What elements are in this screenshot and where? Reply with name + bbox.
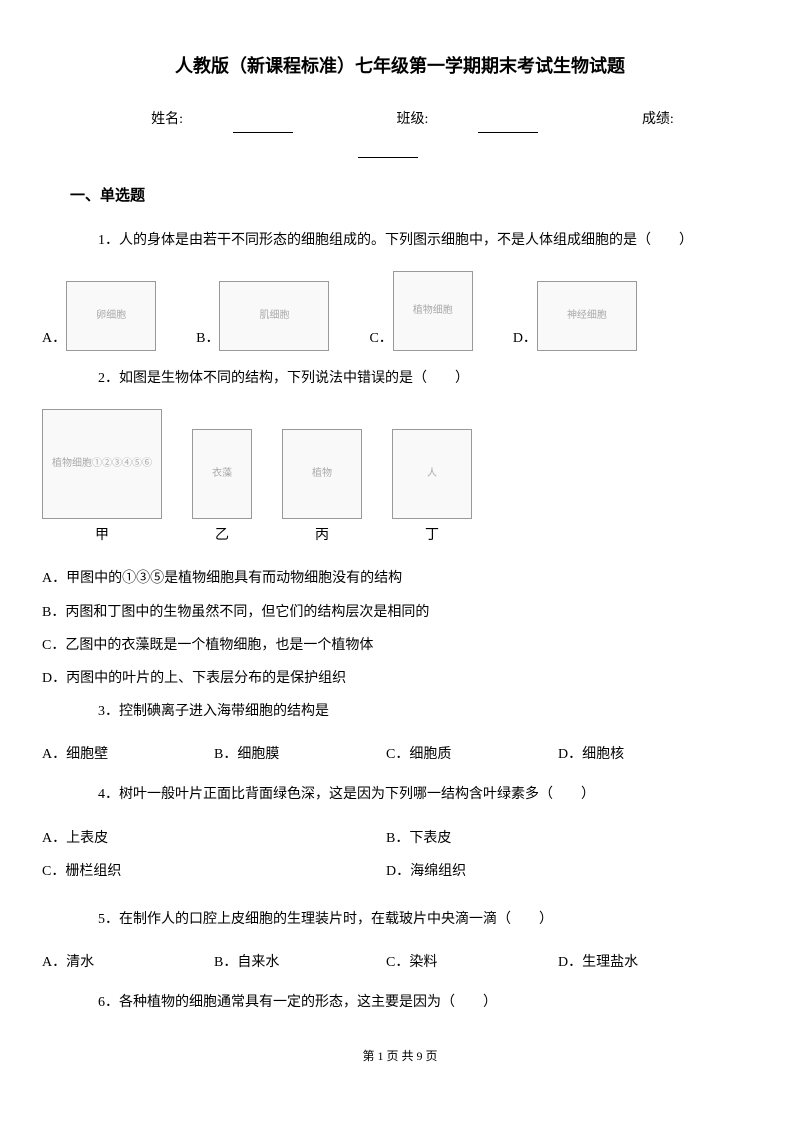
option-c: C．乙图中的衣藻既是一个植物细胞，也是一个植物体 <box>42 633 730 658</box>
student-info-line: 姓名: 班级: 成绩: <box>70 107 730 157</box>
option-c: C．细胞质 <box>386 742 558 767</box>
question-5-options: A．清水 B．自来水 C．染料 D．生理盐水 <box>42 950 730 975</box>
question-3-options: A．细胞壁 B．细胞膜 C．细胞质 D．细胞核 <box>42 742 730 767</box>
diagram-label-jia: 甲 <box>42 523 162 548</box>
option-c: C．染料 <box>386 950 558 975</box>
option-d: D．丙图中的叶片的上、下表层分布的是保护组织 <box>42 666 730 691</box>
option-d: D．生理盐水 <box>558 950 730 975</box>
option-d: D．细胞核 <box>558 742 730 767</box>
question-1: 1．人的身体是由若干不同形态的细胞组成的。下列图示细胞中，不是人体组成细胞的是（… <box>70 228 730 253</box>
question-6-text: 6．各种植物的细胞通常具有一定的形态，这主要是因为（ ） <box>98 990 730 1015</box>
diagram-label-yi: 乙 <box>192 523 252 548</box>
diagram-ding: 人 <box>392 429 472 519</box>
diagram-yi: 衣藻 <box>192 429 252 519</box>
option-b: B．下表皮 <box>386 826 730 851</box>
question-2-diagrams: 植物细胞①②③④⑤⑥ 甲 衣藻 乙 植物 丙 人 丁 <box>42 409 730 548</box>
diagram-label-ding: 丁 <box>392 523 472 548</box>
option-a: A．清水 <box>42 950 214 975</box>
option-a: A．甲图中的①③⑤是植物细胞具有而动物细胞没有的结构 <box>42 566 730 591</box>
question-2: 2．如图是生物体不同的结构，下列说法中错误的是（ ） <box>70 366 730 391</box>
option-c-label: C． <box>369 326 392 351</box>
option-b: B．丙图和丁图中的生物虽然不同，但它们的结构层次是相同的 <box>42 600 730 625</box>
question-3-text: 3．控制碘离子进入海带细胞的结构是 <box>98 699 730 724</box>
cell-image-a: 卵细胞 <box>66 281 156 351</box>
cell-image-b: 肌细胞 <box>219 281 329 351</box>
question-1-text: 1．人的身体是由若干不同形态的细胞组成的。下列图示细胞中，不是人体组成细胞的是（… <box>98 228 730 253</box>
option-a-label: A． <box>42 326 66 351</box>
cell-image-d: 神经细胞 <box>537 281 637 351</box>
option-b-label: B． <box>196 326 219 351</box>
question-4-text: 4．树叶一般叶片正面比背面绿色深，这是因为下列哪一结构含叶绿素多（ ） <box>98 782 730 807</box>
page-footer: 第 1 页 共 9 页 <box>70 1046 730 1068</box>
option-d: D．海绵组织 <box>386 859 730 884</box>
option-b: B．自来水 <box>214 950 386 975</box>
question-3: 3．控制碘离子进入海带细胞的结构是 <box>70 699 730 724</box>
question-6: 6．各种植物的细胞通常具有一定的形态，这主要是因为（ ） <box>70 990 730 1015</box>
page-title: 人教版（新课程标准）七年级第一学期期末考试生物试题 <box>70 50 730 82</box>
section-1-header: 一、单选题 <box>70 183 730 210</box>
question-4: 4．树叶一般叶片正面比背面绿色深，这是因为下列哪一结构含叶绿素多（ ） <box>70 782 730 807</box>
question-5-text: 5．在制作人的口腔上皮细胞的生理装片时，在载玻片中央滴一滴（ ） <box>98 907 730 932</box>
option-a: A．上表皮 <box>42 826 386 851</box>
option-a: A．细胞壁 <box>42 742 214 767</box>
question-1-options: A． 卵细胞 B． 肌细胞 C． 植物细胞 D． 神经细胞 <box>42 271 730 351</box>
option-b: B．细胞膜 <box>214 742 386 767</box>
question-5: 5．在制作人的口腔上皮细胞的生理装片时，在载玻片中央滴一滴（ ） <box>70 907 730 932</box>
class-field: 班级: <box>372 112 564 127</box>
diagram-label-bing: 丙 <box>282 523 362 548</box>
cell-image-c: 植物细胞 <box>393 271 473 351</box>
diagram-jia: 植物细胞①②③④⑤⑥ <box>42 409 162 519</box>
option-c: C．栅栏组织 <box>42 859 386 884</box>
name-field: 姓名: <box>126 112 318 127</box>
question-2-options: A．甲图中的①③⑤是植物细胞具有而动物细胞没有的结构 B．丙图和丁图中的生物虽然… <box>42 566 730 691</box>
question-2-text: 2．如图是生物体不同的结构，下列说法中错误的是（ ） <box>98 366 730 391</box>
diagram-bing: 植物 <box>282 429 362 519</box>
option-d-label: D． <box>513 326 537 351</box>
question-4-options: A．上表皮 B．下表皮 C．栅栏组织 D．海绵组织 <box>42 826 730 892</box>
